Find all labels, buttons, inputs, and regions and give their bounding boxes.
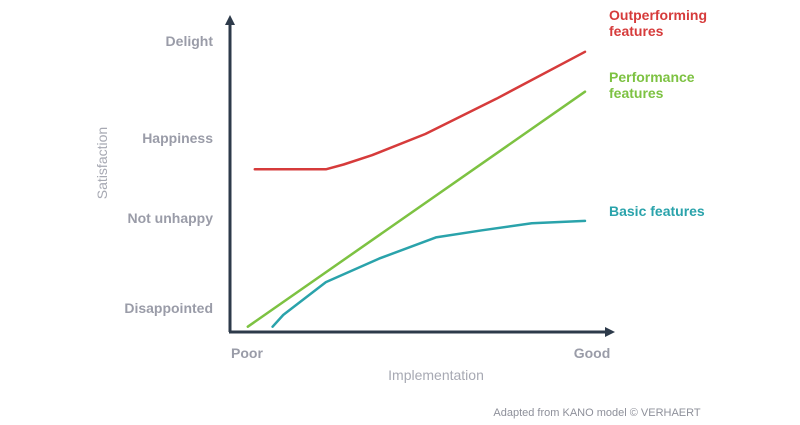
x-axis-title: Implementation (388, 367, 484, 383)
x-tick-good: Good (574, 345, 611, 361)
series-label-outperforming: Outperforming features (609, 7, 707, 39)
source-credit: Adapted from KANO model © VERHAERT (493, 407, 700, 419)
x-axis-arrow (605, 327, 615, 337)
series-label-line: features (609, 85, 664, 101)
y-tick-delight: Delight (166, 33, 214, 49)
series-line-outperforming (253, 50, 587, 171)
series-line-performance (246, 90, 587, 328)
y-tick-happiness: Happiness (142, 130, 213, 146)
x-tick-poor: Poor (231, 345, 263, 361)
y-tick-disappointed: Disappointed (124, 300, 213, 316)
y-axis-title: Satisfaction (94, 127, 110, 199)
series-label-line: features (609, 23, 664, 39)
series-line-basic (271, 219, 587, 328)
y-tick-not-unhappy: Not unhappy (127, 210, 213, 226)
y-axis-arrow (225, 15, 235, 25)
series-label-line: Performance (609, 69, 695, 85)
series-label-line: Outperforming (609, 7, 707, 23)
series-label-performance: Performance features (609, 69, 695, 101)
series-label-basic: Basic features (609, 203, 705, 219)
